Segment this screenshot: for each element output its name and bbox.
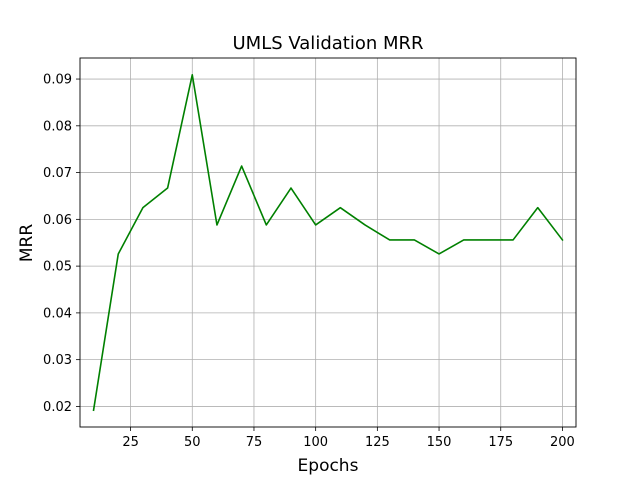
- chart-title: UMLS Validation MRR: [232, 33, 423, 54]
- x-tick-label: 125: [365, 435, 390, 450]
- x-tick-label: 175: [488, 435, 513, 450]
- x-tick-label: 75: [246, 435, 263, 450]
- y-tick-label: 0.03: [43, 353, 72, 368]
- y-tick-label: 0.05: [43, 260, 72, 275]
- plot-frame: [79, 57, 577, 428]
- y-axis-label: MRR: [17, 224, 37, 262]
- x-tick-label: 100: [303, 435, 328, 450]
- y-tick-label: 0.04: [43, 306, 72, 321]
- x-tick-label: 150: [427, 435, 452, 450]
- y-tick-label: 0.09: [43, 73, 72, 88]
- y-tick-label: 0.07: [43, 166, 72, 181]
- y-tick-label: 0.06: [43, 213, 72, 228]
- y-tick-label: 0.02: [43, 400, 72, 415]
- y-tick-label: 0.08: [43, 119, 72, 134]
- x-tick-label: 50: [184, 435, 201, 450]
- x-tick-label: 200: [550, 435, 575, 450]
- x-tick-label: 25: [122, 435, 139, 450]
- x-axis-label: Epochs: [298, 456, 359, 476]
- series-line: [92, 74, 564, 412]
